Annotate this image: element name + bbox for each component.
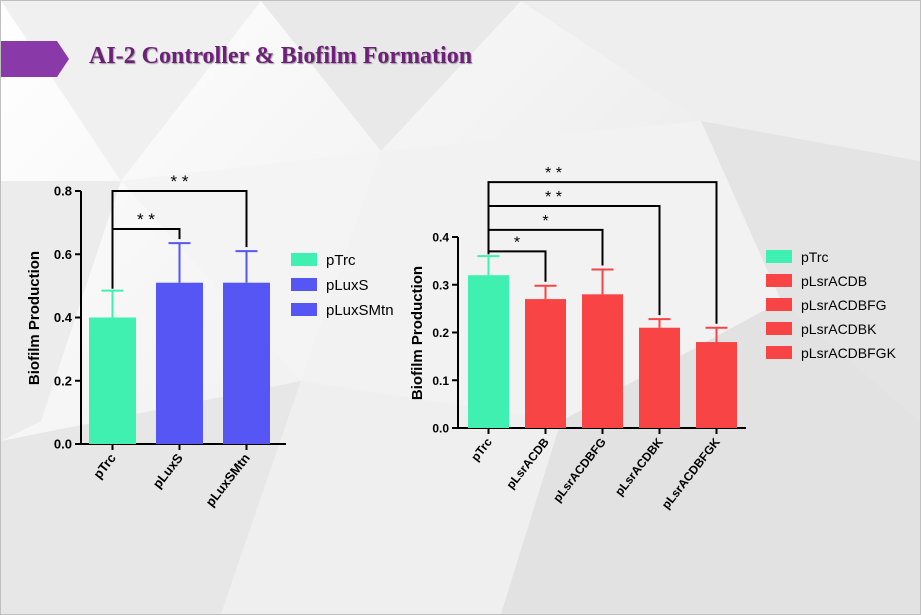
significance-bracket <box>111 190 248 289</box>
legend-label: pLsrACDBFGK <box>801 345 897 361</box>
y-tick-label: 0.0 <box>432 422 449 436</box>
y-tick-label: 0.8 <box>54 184 72 199</box>
bg-facet <box>701 121 920 421</box>
y-tick-label: 0.4 <box>432 231 449 245</box>
significance-bracket <box>487 181 718 324</box>
y-tick-label: 0.6 <box>54 247 72 262</box>
bg-facet <box>121 151 381 381</box>
bar-pLsrACDBK <box>639 327 680 428</box>
legend-swatch <box>291 303 317 316</box>
x-category-label: pLsrACDB <box>503 435 552 492</box>
legend-label: pLuxS <box>326 277 369 294</box>
legend-swatch <box>766 298 792 311</box>
significance-bracket <box>487 204 661 316</box>
bg-facet <box>521 1 920 161</box>
y-tick-label: 0.2 <box>432 326 449 340</box>
bar-pLsrACDBFG <box>582 294 623 428</box>
y-axis-label: Biofilm Production <box>409 266 426 400</box>
y-tick-label: 0.1 <box>432 374 449 388</box>
y-axis-label: Biofilm Production <box>26 251 43 385</box>
slide-title: AI-2 Controller & Biofilm Formation <box>89 43 473 69</box>
significance-label: * * <box>171 172 189 191</box>
bar-pTrc <box>89 317 136 444</box>
significance-label: * * <box>545 189 562 206</box>
y-tick-label: 0.3 <box>432 278 449 292</box>
legend-label: pTrc <box>801 249 828 265</box>
significance-label: * * <box>137 210 155 229</box>
bar-pLsrACDB <box>525 299 566 428</box>
x-category-label: pTrc <box>468 435 495 464</box>
legend-swatch <box>766 346 792 359</box>
legend-swatch <box>766 274 792 287</box>
significance-label: * <box>514 234 520 251</box>
legend-swatch <box>291 278 317 291</box>
legend-label: pLsrACDBK <box>801 321 877 337</box>
bg-facet <box>1 181 121 441</box>
y-tick-label: 0.2 <box>54 373 72 388</box>
bg-facet <box>501 301 920 614</box>
title-chevron-icon <box>1 41 69 77</box>
legend-swatch <box>291 253 317 266</box>
x-category-label: pLsrACDBFG <box>550 435 609 505</box>
legend-swatch <box>766 322 792 335</box>
x-category-label: pLsrACDBK <box>612 435 666 499</box>
bar-pLsrACDBFGK <box>696 342 737 428</box>
y-tick-label: 0.0 <box>54 437 72 452</box>
x-category-label: pLsrACDBFGK <box>659 435 723 512</box>
legend-label: pLsrACDB <box>801 273 867 289</box>
legend-label: pLsrACDBFG <box>801 297 887 313</box>
bg-facet <box>1 1 261 181</box>
significance-label: * * <box>545 165 562 182</box>
significance-label: * <box>542 213 548 230</box>
legend-label: pTrc <box>326 252 356 269</box>
bg-facet <box>261 1 521 151</box>
bg-facet <box>221 381 561 614</box>
bar-pLuxSMtn <box>223 282 270 444</box>
legend-label: pLuxSMtn <box>326 302 394 319</box>
bar-pLuxS <box>156 282 203 444</box>
y-tick-label: 0.4 <box>54 310 73 325</box>
bar-pTrc <box>468 275 509 428</box>
legend-swatch <box>766 250 792 263</box>
